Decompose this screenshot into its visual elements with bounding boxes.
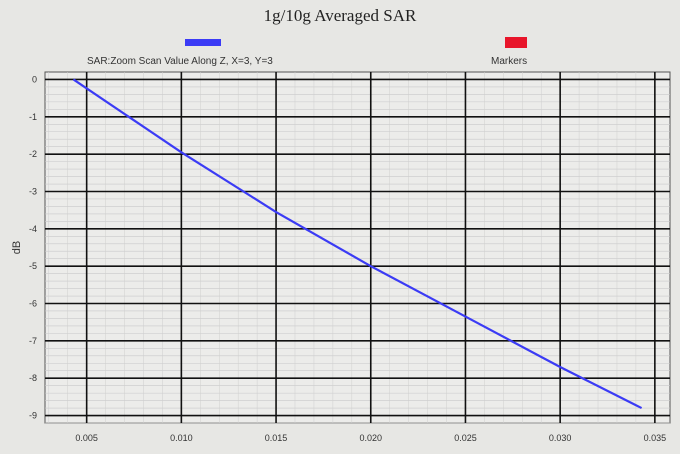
y-tick-label: -2 <box>29 149 37 159</box>
x-tick-label: 0.030 <box>549 433 572 443</box>
chart-title: 1g/10g Averaged SAR <box>263 6 417 25</box>
y-tick-label: -6 <box>29 299 37 309</box>
y-axis-label: dB <box>11 241 23 254</box>
series-line <box>72 78 643 410</box>
legend-swatch-markers <box>505 37 527 48</box>
y-tick-label: -1 <box>29 112 37 122</box>
y-tick-label: -3 <box>29 186 37 196</box>
legend-label-sar: SAR:Zoom Scan Value Along Z, X=3, Y=3 <box>87 56 273 67</box>
x-tick-label: 0.010 <box>170 433 193 443</box>
x-tick-label: 0.005 <box>75 433 98 443</box>
x-tick-label: 0.015 <box>265 433 288 443</box>
x-tick-label: 0.025 <box>454 433 477 443</box>
y-tick-label: -8 <box>29 373 37 383</box>
y-tick-label: -4 <box>29 224 37 234</box>
y-tick-label: 0 <box>32 74 37 84</box>
y-tick-label: -5 <box>29 261 37 271</box>
legend-label-markers: Markers <box>491 56 528 67</box>
y-tick-label: -9 <box>29 411 37 421</box>
x-tick-label: 0.020 <box>359 433 382 443</box>
y-tick-label: -7 <box>29 336 37 346</box>
x-tick-label: 0.035 <box>644 433 667 443</box>
legend-swatch-sar <box>185 39 221 46</box>
